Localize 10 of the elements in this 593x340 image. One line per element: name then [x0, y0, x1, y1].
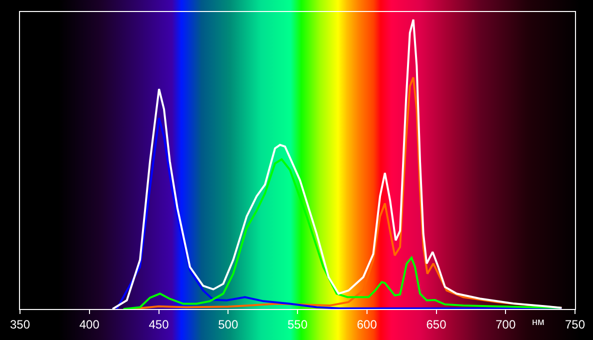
x-tick-label: 500 [218, 317, 238, 332]
x-tick-label: 400 [79, 317, 100, 332]
x-tick-label: 350 [10, 317, 30, 332]
x-tick-label: 550 [287, 317, 308, 332]
x-tick-label: 750 [564, 317, 586, 332]
x-tick-label: 600 [356, 317, 378, 332]
x-axis-title: нм [532, 317, 545, 328]
x-tick-label: 450 [148, 317, 170, 332]
x-tick-label: 700 [496, 317, 516, 332]
x-tick-label: 650 [426, 317, 447, 332]
